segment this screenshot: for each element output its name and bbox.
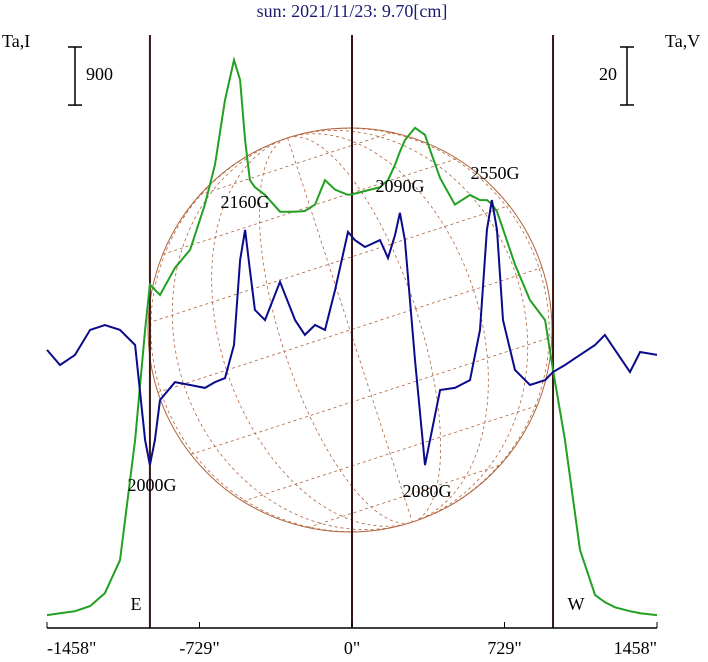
- meridian: [150, 127, 550, 533]
- scale-bar-label: 900: [86, 64, 113, 84]
- parallel: [307, 464, 501, 528]
- meridian: [287, 137, 413, 523]
- meridian: [171, 130, 529, 530]
- field-annotation: 2160G: [221, 192, 270, 212]
- chart-title: sun: 2021/11/23: 9.70[cm]: [257, 1, 448, 21]
- meridian: [258, 136, 442, 524]
- y2-axis-label: Ta,V: [665, 31, 700, 51]
- limb-label: W: [568, 594, 585, 614]
- series-line: [46, 199, 658, 466]
- x-tick-label: 0": [344, 638, 360, 658]
- sun-grid: [147, 127, 553, 533]
- y-axis-label: Ta,I: [2, 31, 30, 51]
- x-tick-label: 729": [487, 638, 521, 658]
- x-tick-label: -1458": [47, 638, 96, 658]
- limb-label: E: [131, 594, 142, 614]
- series-line: [46, 56, 658, 617]
- field-annotation: 2550G: [471, 163, 520, 183]
- field-annotation: 2080G: [403, 481, 452, 501]
- x-tick-label: -729": [179, 638, 219, 658]
- field-annotation: 2090G: [376, 176, 425, 196]
- x-tick-label: 1458": [614, 638, 657, 658]
- parallel: [157, 267, 543, 393]
- field-annotation: 2000G: [128, 475, 177, 495]
- sun-disk: [147, 127, 553, 533]
- parallel: [199, 132, 393, 196]
- scale-bar-label: 20: [599, 64, 617, 84]
